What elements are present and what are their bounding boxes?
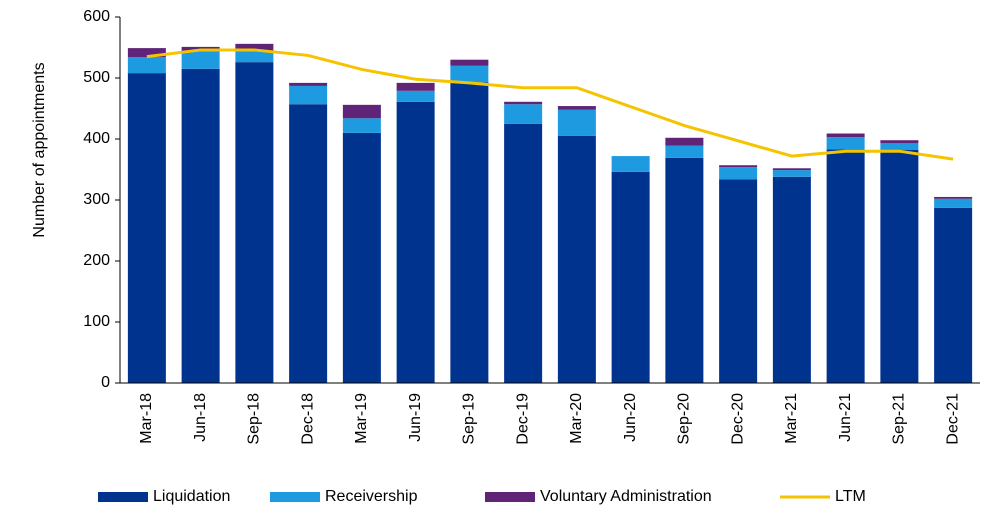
bar xyxy=(181,68,220,383)
bar xyxy=(880,149,919,383)
bar xyxy=(719,167,758,180)
bar xyxy=(934,207,973,383)
legend-label: Liquidation xyxy=(153,488,230,505)
line xyxy=(146,48,954,161)
bar xyxy=(504,104,543,124)
legend-marker xyxy=(98,492,148,502)
y-tick-label: 0 xyxy=(101,374,110,391)
y-tick-label: 600 xyxy=(83,8,110,25)
x-tick-label: Dec-20 xyxy=(729,393,746,445)
bar xyxy=(772,176,811,383)
bar xyxy=(772,168,811,171)
bar xyxy=(934,196,973,199)
bar xyxy=(396,90,435,102)
bar xyxy=(826,137,865,150)
x-tick-label: Sep-21 xyxy=(891,393,908,445)
legend-marker xyxy=(270,492,320,502)
bar xyxy=(127,48,166,58)
x-tick-label: Sep-18 xyxy=(246,393,263,445)
bar xyxy=(772,170,811,177)
bar xyxy=(504,123,543,383)
bar xyxy=(342,118,381,133)
x-tick-label: Dec-19 xyxy=(514,393,531,445)
bar xyxy=(181,51,220,69)
bar xyxy=(665,137,704,146)
bar xyxy=(611,171,650,383)
bar xyxy=(826,149,865,383)
bar xyxy=(934,198,973,208)
x-tick-label: Sep-20 xyxy=(676,393,693,445)
x-tick-label: Dec-21 xyxy=(944,393,961,445)
bar xyxy=(557,135,596,383)
bar xyxy=(396,101,435,383)
bar xyxy=(557,106,596,110)
bar xyxy=(342,104,381,119)
bar xyxy=(719,179,758,383)
bar xyxy=(450,65,489,83)
y-tick-label: 300 xyxy=(83,191,110,208)
bar xyxy=(504,101,543,105)
x-tick-label: Jun-18 xyxy=(192,393,209,442)
legend-marker xyxy=(485,492,535,502)
bar xyxy=(127,57,166,74)
y-tick-label: 100 xyxy=(83,313,110,330)
y-tick-label: 200 xyxy=(83,252,110,269)
x-tick-label: Mar-19 xyxy=(353,393,370,444)
bar xyxy=(665,145,704,158)
bar xyxy=(289,104,328,383)
bar xyxy=(127,73,166,384)
bar xyxy=(289,85,328,105)
bar xyxy=(289,82,328,86)
y-axis-label: Number of appointments xyxy=(31,62,48,237)
bar xyxy=(880,140,919,144)
bar xyxy=(235,43,274,52)
x-tick-label: Jun-21 xyxy=(837,393,854,442)
bar xyxy=(450,82,489,384)
x-tick-label: Jun-19 xyxy=(407,393,424,442)
x-tick-label: Mar-20 xyxy=(568,393,585,444)
x-tick-label: Jun-20 xyxy=(622,393,639,442)
legend-label: Receivership xyxy=(325,488,418,505)
legend-label: Voluntary Administration xyxy=(540,488,712,505)
x-tick-label: Dec-18 xyxy=(299,393,316,445)
bar xyxy=(557,109,596,136)
x-tick-label: Mar-18 xyxy=(138,393,155,444)
bar xyxy=(396,82,435,91)
bar xyxy=(235,51,274,63)
y-tick-label: 500 xyxy=(83,69,110,86)
bar xyxy=(235,62,274,383)
x-tick-label: Mar-21 xyxy=(783,393,800,444)
bar xyxy=(665,157,704,383)
x-tick-label: Sep-19 xyxy=(461,393,478,445)
legend-label: LTM xyxy=(835,488,866,505)
bar xyxy=(611,156,650,172)
bar xyxy=(880,143,919,150)
bar xyxy=(719,165,758,168)
y-tick-label: 400 xyxy=(83,130,110,147)
bar xyxy=(450,59,489,66)
bar xyxy=(826,133,865,138)
bar xyxy=(342,132,381,383)
